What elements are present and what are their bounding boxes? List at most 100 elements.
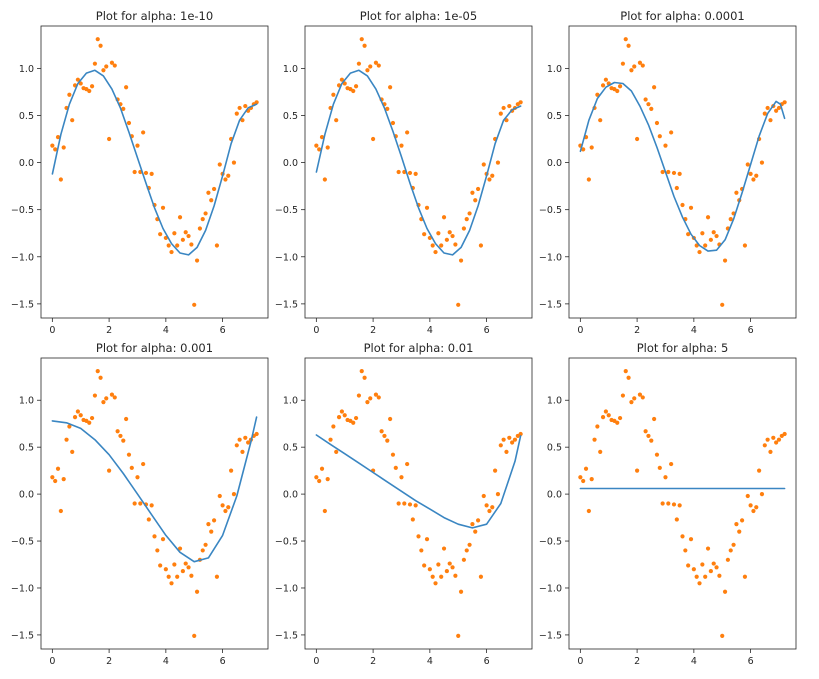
data-point	[759, 492, 765, 497]
subplot-grid: Plot for alpha: 1e-10 0 2 4 6 1.0 0.5 0.0 −0.5 −1…	[11, 9, 797, 667]
data-point	[615, 420, 620, 425]
y-tick-label: −1.5	[539, 299, 562, 310]
data-point	[163, 567, 168, 572]
data-point	[200, 216, 205, 222]
data-point	[745, 162, 750, 167]
data-point	[776, 437, 782, 442]
data-point	[194, 258, 200, 263]
data-point	[660, 169, 665, 175]
data-point	[104, 396, 109, 401]
data-point	[158, 563, 163, 568]
subplot-1: Plot for alpha: 1e-10 0 2 4 6 1.0 0.5 0.0 −0.5 −1…	[11, 9, 269, 336]
data-point	[78, 413, 83, 418]
x-tick-label: 6	[484, 325, 490, 336]
data-point	[467, 211, 472, 216]
data-point	[126, 120, 132, 126]
data-point	[160, 537, 166, 542]
fit-line	[51, 416, 258, 563]
data-point	[388, 85, 393, 90]
data-point	[67, 424, 72, 429]
data-point	[501, 105, 506, 111]
data-point	[325, 145, 330, 150]
data-point	[234, 443, 239, 448]
data-point	[166, 243, 171, 248]
data-point	[481, 162, 486, 167]
data-point	[643, 97, 648, 102]
data-point	[183, 230, 188, 235]
data-point	[166, 574, 171, 579]
data-point	[109, 60, 115, 65]
data-point	[422, 563, 427, 568]
data-point	[754, 505, 759, 510]
y-tick-label: 0.0	[283, 490, 298, 501]
x-tick-label: 0	[49, 325, 55, 336]
data-point	[55, 466, 61, 471]
data-point	[390, 452, 396, 457]
data-point	[603, 409, 608, 414]
data-point	[92, 393, 98, 398]
data-point	[677, 503, 682, 508]
scatter-points	[578, 37, 787, 307]
data-point	[652, 416, 657, 422]
data-point	[649, 438, 654, 443]
data-point	[107, 468, 112, 473]
y-tick-label: 0.5	[283, 443, 298, 454]
data-point	[410, 517, 415, 522]
data-point	[382, 433, 387, 439]
y-tick-label: 1.0	[547, 396, 562, 407]
y-tick-label: −0.5	[275, 537, 298, 548]
data-point	[368, 64, 373, 69]
subplot-6: Plot for alpha: 5 0 2 4 6 1.0 0.5 0.0 −0.5 −1.0 −1…	[539, 341, 797, 667]
data-point	[390, 120, 396, 126]
data-point	[501, 437, 506, 442]
data-point	[688, 537, 694, 542]
data-point	[776, 105, 782, 111]
data-point	[132, 501, 137, 506]
data-point	[643, 429, 648, 434]
data-point	[592, 437, 597, 442]
data-point	[473, 198, 478, 203]
data-point	[635, 136, 640, 142]
data-point	[339, 77, 344, 82]
subplot-title: Plot for alpha: 1e-10	[96, 9, 213, 23]
data-point	[254, 431, 259, 437]
data-point	[72, 415, 78, 420]
data-point	[623, 37, 628, 42]
y-tick-label: −1.5	[275, 299, 298, 310]
data-point	[461, 226, 466, 231]
data-point	[67, 92, 72, 97]
data-point	[439, 243, 444, 248]
data-point	[606, 413, 611, 418]
data-point	[430, 243, 435, 248]
y-tick-label: 1.0	[19, 64, 34, 75]
data-point	[447, 561, 452, 566]
data-point	[135, 143, 140, 148]
y-tick-label: −1.0	[539, 583, 562, 594]
data-point	[416, 534, 421, 539]
data-point	[240, 449, 245, 454]
y-tick-label: −1.5	[275, 630, 298, 641]
data-point	[419, 548, 424, 553]
data-point	[359, 37, 364, 42]
data-point	[50, 475, 55, 480]
data-point	[331, 92, 336, 97]
data-point	[407, 170, 413, 176]
data-point	[89, 84, 95, 89]
data-point	[155, 548, 160, 553]
data-point	[461, 557, 466, 562]
data-point	[669, 130, 674, 135]
data-point	[663, 475, 668, 480]
data-point	[229, 468, 234, 473]
data-point	[518, 100, 523, 105]
data-point	[385, 438, 390, 443]
y-tick-label: 0.0	[283, 158, 298, 169]
data-point	[595, 424, 600, 429]
data-point	[362, 375, 367, 380]
data-point	[371, 136, 376, 142]
subplot-title: Plot for alpha: 1e-05	[360, 9, 477, 23]
x-tick-label: 0	[313, 325, 319, 336]
data-point	[152, 534, 157, 539]
data-point	[578, 475, 583, 480]
subplot-title: Plot for alpha: 0.01	[364, 341, 474, 355]
data-point	[495, 492, 501, 497]
